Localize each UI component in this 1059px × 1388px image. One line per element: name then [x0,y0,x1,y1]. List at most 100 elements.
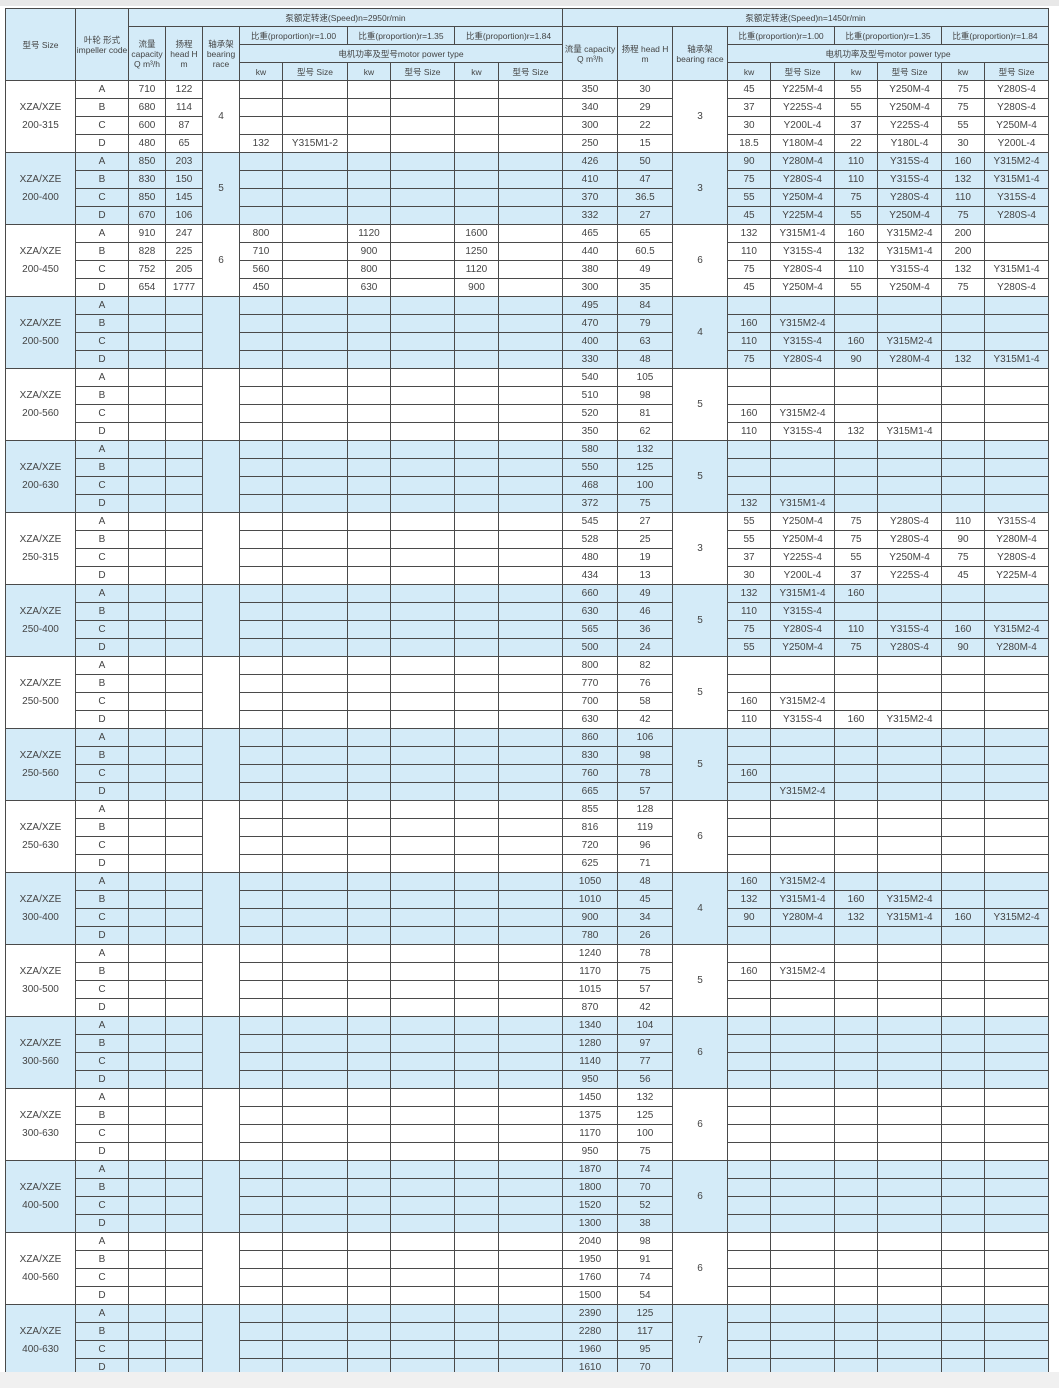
motor-kw-2950 [347,134,391,153]
capacity-2950: 910 [128,224,166,243]
motor-kw-2950 [347,404,391,423]
motor-model-1450: Y180L-4 [877,134,943,153]
capacity-1450: 434 [562,566,619,585]
size-cell: XZA/XZE 200-630 [5,440,76,513]
table-row: B 830 98 [6,746,1050,765]
motor-kw-1450 [834,1016,879,1035]
motor-model-2950 [390,368,455,387]
motor-kw-2950 [454,1106,499,1125]
motor-kw-1450 [727,1160,772,1179]
motor-kw-1450 [941,674,986,693]
table-row: C 520 81 160 Y315M2-4 [6,404,1050,423]
motor-model-2950 [390,422,455,441]
pump-performance-table: 型号 Size 叶轮 形式 impeller code 泵额定转速(Speed)… [5,8,1050,1377]
motor-kw-2950 [454,530,499,549]
motor-model-2950 [390,1016,455,1035]
impeller-code: D [75,1286,129,1305]
motor-model-1450 [984,818,1050,837]
series-label: XZA/XZE [19,1037,62,1049]
motor-model-1450 [877,1250,943,1269]
motor-kw-2950 [454,80,499,99]
motor-model-1450 [984,458,1050,477]
motor-model-1450 [770,728,836,747]
motor-kw-1450 [834,692,879,711]
header-motor: 电机功率及型号motor power type [727,44,1050,63]
motor-model-1450 [984,962,1050,981]
motor-model-1450 [984,926,1050,945]
motor-model-2950 [282,764,348,783]
head-1450: 75 [617,962,674,981]
motor-model-1450 [770,764,836,783]
capacity-2950 [128,440,166,459]
motor-kw-2950 [454,1340,499,1359]
motor-kw-2950 [239,1124,283,1143]
motor-kw-1450 [727,1070,772,1089]
motor-kw-2950 [239,1070,283,1089]
impeller-code: A [75,152,129,171]
motor-kw-2950 [239,620,283,639]
motor-model-2950 [497,746,564,765]
motor-kw-2950 [239,1106,283,1125]
header-prop-100: 比重(proportion)r=1.00 [727,26,836,45]
motor-kw-1450 [834,926,879,945]
motor-model-1450: Y225S-4 [770,548,836,567]
head-1450: 125 [617,1106,674,1125]
capacity-2950 [128,998,166,1017]
motor-kw-1450: 45 [727,278,772,297]
motor-kw-2950 [454,746,499,765]
motor-model-2950 [497,1322,564,1341]
motor-kw-2950 [347,800,391,819]
motor-model-1450 [877,1070,943,1089]
motor-kw-2950 [239,1286,283,1305]
motor-kw-1450 [834,746,879,765]
motor-model-1450: Y315M1-4 [984,260,1050,279]
motor-model-2950 [390,332,455,351]
motor-kw-2950 [239,1232,283,1251]
motor-model-1450: Y315M2-4 [877,890,943,909]
head-2950: 145 [165,188,203,207]
capacity-1450: 1280 [562,1034,619,1053]
head-2950 [165,530,203,549]
table-row: D 480 65 132 Y315M1-2 250 15 18.5 Y180M-4 22 Y180L… [6,134,1050,153]
table-row: C 468 100 [6,476,1050,495]
motor-model-1450: Y315S-4 [770,332,836,351]
table-row: D 630 42 110 Y315S-4 160 Y315M2-4 [6,710,1050,729]
capacity-1450: 545 [562,512,619,531]
bearing-1450: 5 [672,440,729,513]
motor-model-1450: Y250M-4 [877,206,943,225]
motor-kw-1450 [834,296,879,315]
head-1450: 46 [617,602,674,621]
motor-kw-2950 [239,746,283,765]
motor-model-1450 [877,1124,943,1143]
motor-model-2950 [497,1268,564,1287]
header-bearing: 轴承架 bearing race [672,26,729,81]
capacity-1450: 1010 [562,890,619,909]
motor-model-1450 [984,1250,1050,1269]
motor-kw-2950 [454,818,499,837]
head-2950: 122 [165,80,203,99]
motor-model-1450 [877,602,943,621]
motor-model-1450: Y315M2-4 [770,314,836,333]
motor-model-2950 [282,728,348,747]
impeller-code: B [75,314,129,333]
motor-kw-2950 [239,1160,283,1179]
impeller-code: C [75,548,129,567]
motor-kw-1450 [941,872,986,891]
motor-model-1450 [877,1088,943,1107]
motor-kw-2950 [347,206,391,225]
motor-model-2950 [282,710,348,729]
motor-kw-1450 [727,782,772,801]
capacity-1450: 300 [562,278,619,297]
table-row: C 1960 95 [6,1340,1050,1359]
capacity-1450: 1170 [562,962,619,981]
motor-kw-1450: 110 [727,332,772,351]
motor-model-1450 [877,458,943,477]
capacity-2950 [128,962,166,981]
motor-model-2950 [282,422,348,441]
motor-kw-1450 [727,296,772,315]
motor-kw-1450: 110 [834,620,879,639]
motor-model-2950 [282,1052,348,1071]
size-cell: XZA/XZE 300-630 [5,1088,76,1161]
motor-model-2950 [390,152,455,171]
table-row: B 1375 125 [6,1106,1050,1125]
